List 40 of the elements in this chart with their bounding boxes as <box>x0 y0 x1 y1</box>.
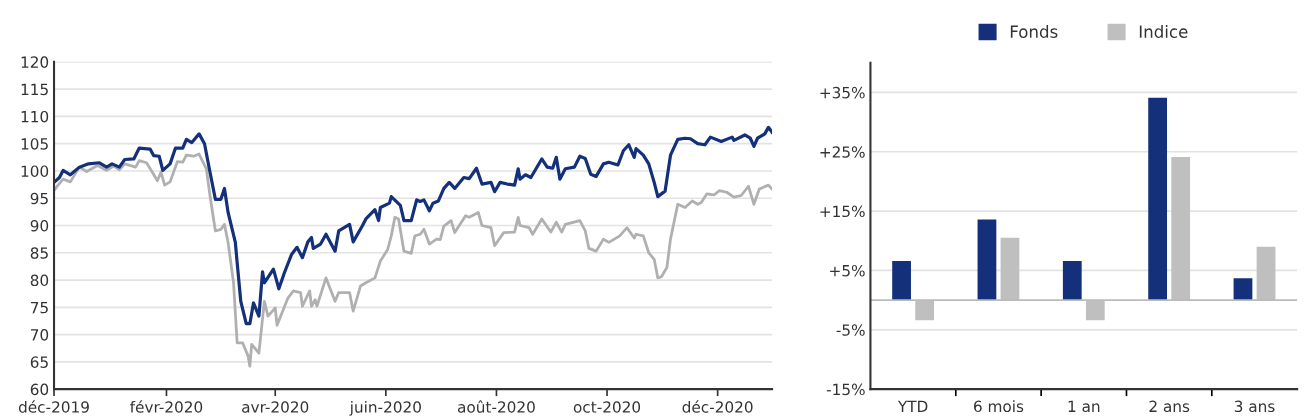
y-tick-label: -15% <box>826 383 865 396</box>
bar <box>892 260 911 301</box>
y-tick-label: +25% <box>820 146 865 158</box>
y-tick-label: 100 <box>21 165 49 177</box>
bar <box>1148 97 1168 301</box>
x-tick-label: févr-2020 <box>130 400 203 413</box>
y-tick-label: 75 <box>30 302 48 314</box>
x-tick-label: août-2020 <box>457 400 535 413</box>
y-tick-label: +5% <box>830 264 865 277</box>
x-tick-label: 6 mois <box>974 400 1024 413</box>
y-tick-label: 85 <box>30 247 48 259</box>
y-tick-label: +35% <box>820 86 865 99</box>
y-tick-label: 95 <box>30 192 48 205</box>
y-tick-label: 115 <box>21 83 48 96</box>
y-tick-label: 65 <box>30 356 48 368</box>
y-tick-label: 90 <box>30 219 49 232</box>
x-tick-label: 3 ans <box>1234 400 1275 413</box>
bar <box>1062 260 1082 301</box>
legend-label: Indice <box>1139 25 1188 38</box>
y-tick-label: 110 <box>21 110 49 123</box>
x-tick-label: 1 an <box>1068 400 1100 413</box>
y-tick-label: 60 <box>30 383 49 396</box>
y-tick-label: 80 <box>30 274 49 287</box>
y-tick-label: 105 <box>21 138 48 150</box>
x-tick-label: oct-2020 <box>573 401 641 413</box>
y-tick-label: 120 <box>21 56 49 68</box>
bar <box>1233 278 1253 301</box>
x-tick-label: avr-2020 <box>242 401 309 413</box>
x-tick-label: 2 ans <box>1149 400 1190 413</box>
x-tick-label: YTD <box>897 400 928 412</box>
x-tick-label: déc-2020 <box>682 400 753 413</box>
y-tick-label: 70 <box>30 329 49 341</box>
x-tick-label: déc-2019 <box>18 400 89 413</box>
x-tick-label: juin-2020 <box>349 400 421 416</box>
line-series <box>54 152 773 368</box>
bar <box>977 219 997 301</box>
line-series <box>54 125 773 326</box>
legend-label: Fonds <box>1010 25 1058 38</box>
y-tick-label: -5% <box>836 324 865 336</box>
y-tick-label: +15% <box>820 205 865 218</box>
